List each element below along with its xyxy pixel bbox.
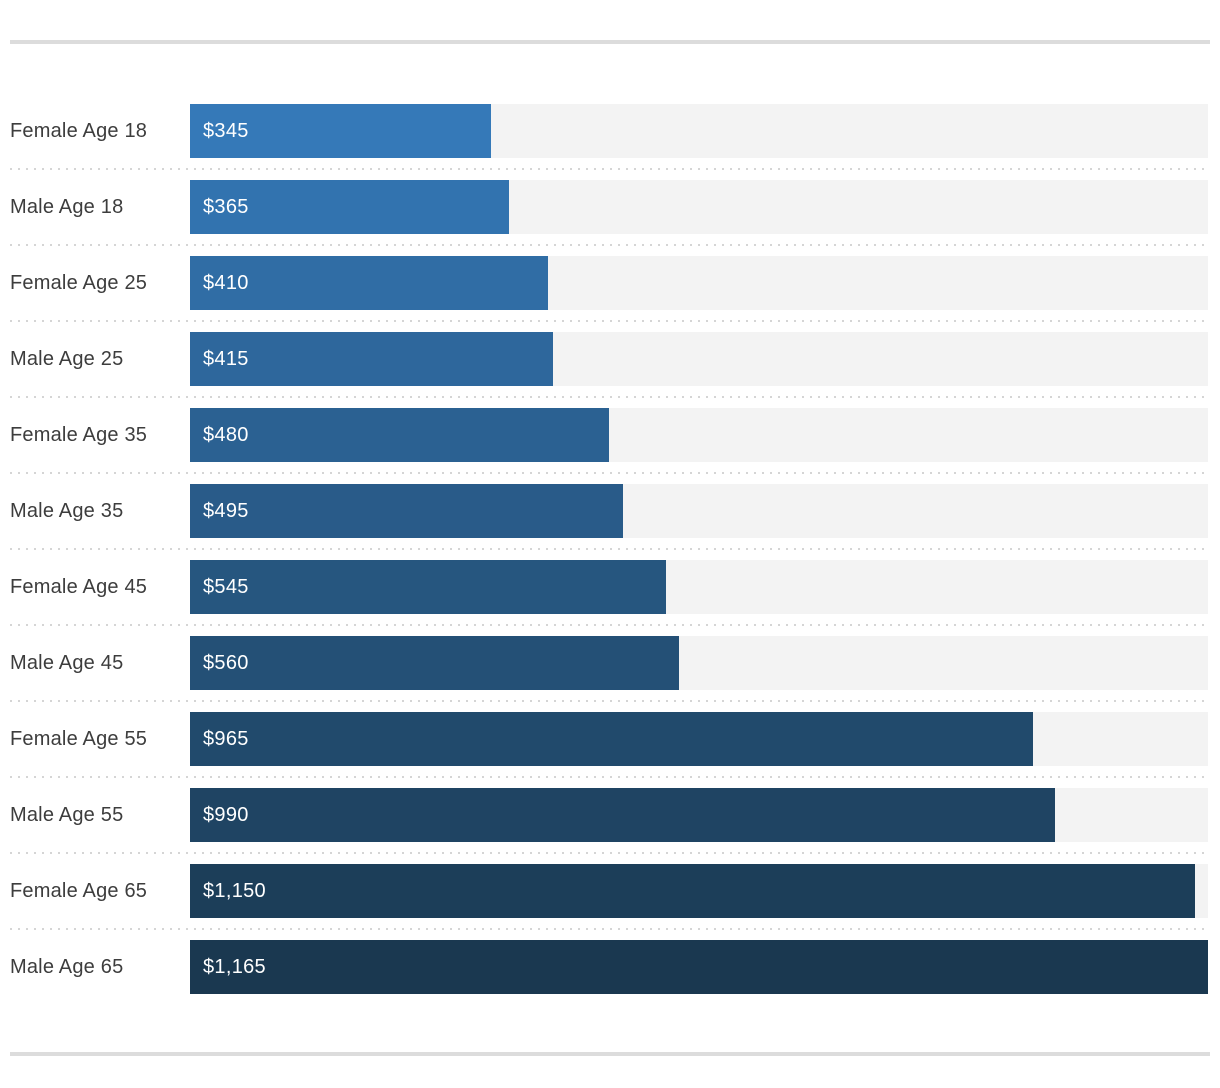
value-label: $545 [203,575,249,598]
value-label: $415 [203,347,249,370]
value-label: $410 [203,271,249,294]
value-bar: $480 [190,408,610,462]
row-separator [10,776,1208,778]
category-label: Male Age 45 [10,652,124,674]
value-label: $345 [203,119,249,142]
category-label: Male Age 55 [10,804,124,826]
value-label: $965 [203,727,249,750]
value-bar: $365 [190,180,509,234]
row-separator [10,624,1208,626]
row-separator [10,472,1208,474]
row-separator [10,396,1208,398]
bottom-divider [10,1052,1210,1056]
value-bar: $560 [190,636,680,690]
chart-row: Male Age 25 $415 [10,332,1208,386]
value-bar: $965 [190,712,1034,766]
category-label: Female Age 18 [10,120,148,142]
bar-track: $345 [190,104,1208,158]
bar-track: $415 [190,332,1208,386]
chart-row: Male Age 18 $365 [10,180,1208,234]
category-label: Male Age 35 [10,500,124,522]
category-label: Female Age 35 [10,424,148,446]
category-label: Male Age 25 [10,348,124,370]
row-separator [10,700,1208,702]
category-label: Female Age 55 [10,728,148,750]
chart-rows: Female Age 18 $345 Male Age 18 $365 Fema… [10,104,1208,994]
bar-track: $560 [190,636,1208,690]
chart-row: Male Age 55 $990 [10,788,1208,842]
chart-row: Female Age 35 $480 [10,408,1208,462]
value-label: $480 [203,423,249,446]
row-separator [10,548,1208,550]
chart-row: Female Age 55 $965 [10,712,1208,766]
value-bar: $545 [190,560,667,614]
value-bar: $345 [190,104,492,158]
bar-track: $495 [190,484,1208,538]
category-label: Male Age 65 [10,956,124,978]
category-label: Female Age 25 [10,272,148,294]
category-label: Female Age 65 [10,880,148,902]
value-label: $495 [203,499,249,522]
value-bar: $495 [190,484,623,538]
value-bar: $990 [190,788,1056,842]
chart-row: Male Age 45 $560 [10,636,1208,690]
value-label: $365 [203,195,249,218]
chart-row: Male Age 65 $1,165 [10,940,1208,994]
top-divider [10,40,1210,44]
bar-track: $410 [190,256,1208,310]
value-label: $560 [203,651,249,674]
row-separator [10,928,1208,930]
bar-track: $545 [190,560,1208,614]
bar-track: $990 [190,788,1208,842]
row-separator [10,168,1208,170]
value-bar: $1,165 [190,940,1208,994]
row-separator [10,852,1208,854]
chart-row: Female Age 18 $345 [10,104,1208,158]
row-separator [10,244,1208,246]
chart-row: Female Age 45 $545 [10,560,1208,614]
chart-row: Male Age 35 $495 [10,484,1208,538]
value-label: $1,150 [203,879,266,902]
category-label: Female Age 45 [10,576,148,598]
value-bar: $1,150 [190,864,1195,918]
row-separator [10,320,1208,322]
value-bar: $415 [190,332,553,386]
value-label: $1,165 [203,955,266,978]
bar-track: $365 [190,180,1208,234]
bar-track: $1,150 [190,864,1208,918]
chart-row: Female Age 65 $1,150 [10,864,1208,918]
chart-row: Female Age 25 $410 [10,256,1208,310]
bar-track: $480 [190,408,1208,462]
bar-track: $1,165 [190,940,1208,994]
value-bar: $410 [190,256,549,310]
bar-track: $965 [190,712,1208,766]
category-label: Male Age 18 [10,196,124,218]
value-label: $990 [203,803,249,826]
